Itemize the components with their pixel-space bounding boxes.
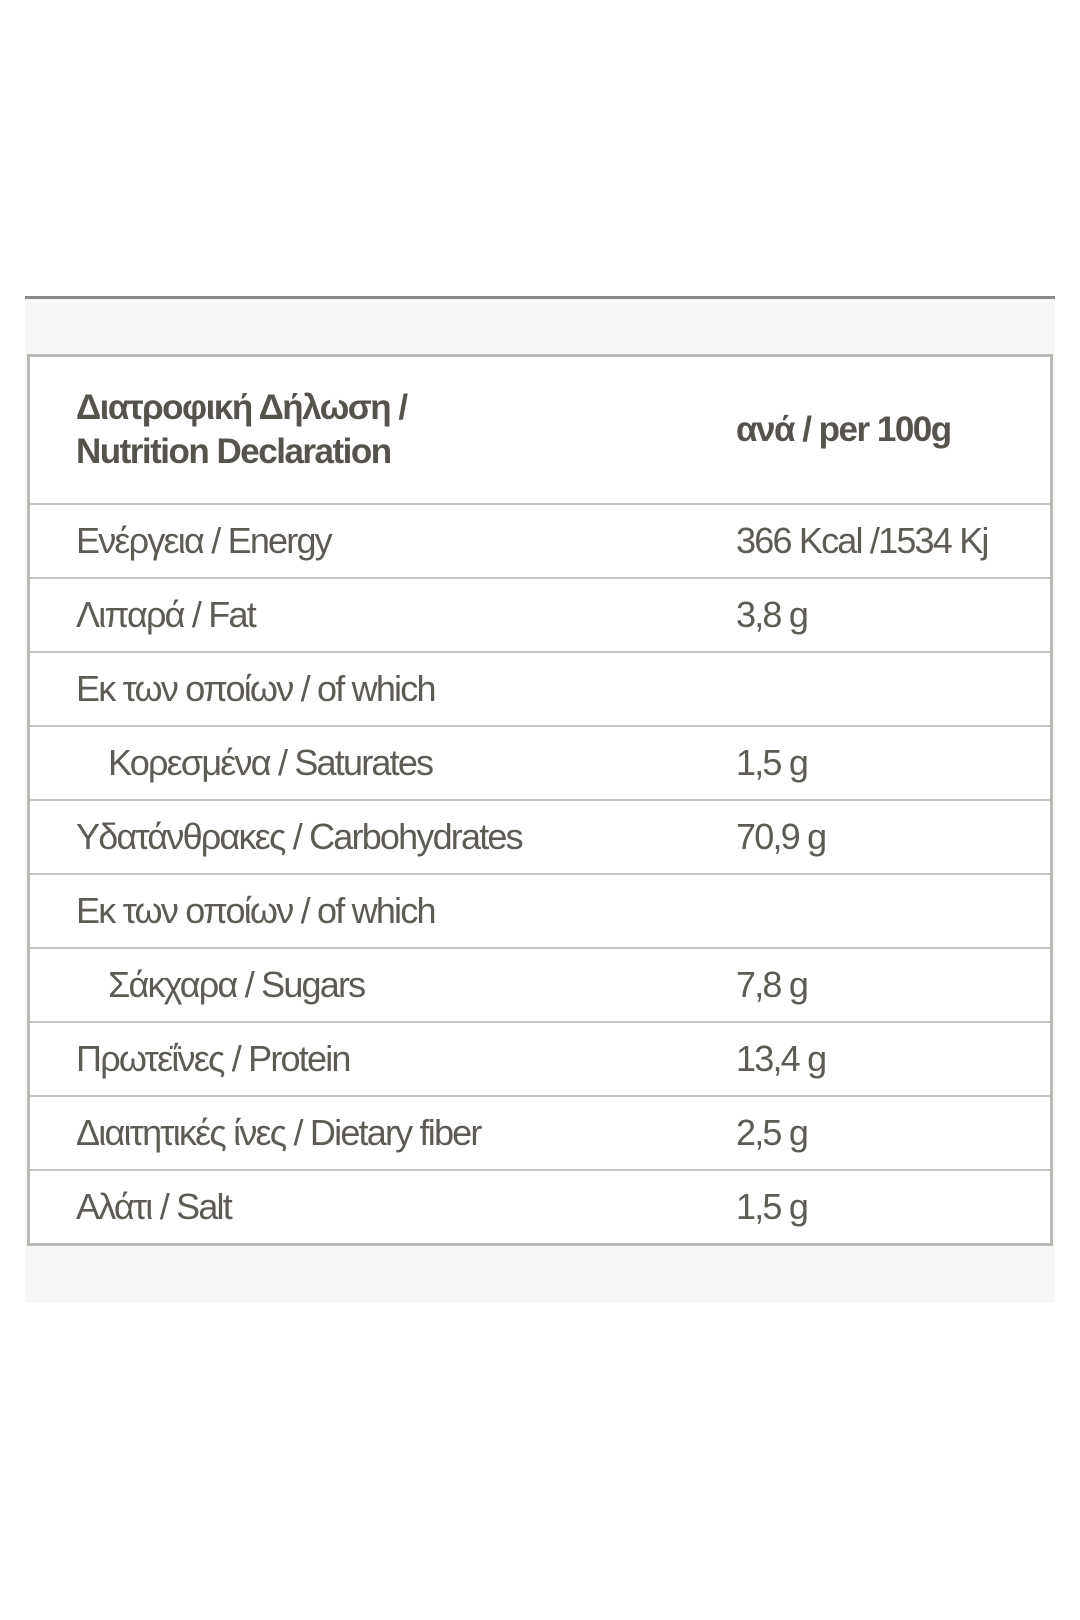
row-value-empty (736, 874, 1052, 949)
row-value: 2,5 g (736, 1096, 1052, 1171)
row-value: 3,8 g (736, 578, 1052, 653)
row-label: Διαιτητικές ίνες / Dietary fiber (28, 1096, 736, 1171)
row: Σάκχαρα / Sugars 7,8 g (28, 948, 1052, 1023)
row-value: 1,5 g (736, 726, 1052, 801)
row: Κορεσμένα / Saturates 1,5 g (28, 726, 1052, 801)
row-label: Εκ των οποίων / of which (28, 874, 736, 949)
nutrition-table: Διατροφική Δήλωση / Nutrition Declaratio… (27, 354, 1053, 1246)
row: Αλάτι / Salt 1,5 g (29, 1170, 1052, 1245)
row-value: 7,8 g (736, 948, 1052, 1023)
row: Διαιτητικές ίνες / Dietary fiber 2,5 g (28, 1096, 1052, 1171)
row-value-empty (736, 652, 1052, 727)
row: Πρωτεΐνες / Protein 13,4 g (28, 1022, 1052, 1097)
row-label: Πρωτεΐνες / Protein (28, 1022, 736, 1097)
row: Λιπαρά / Fat 3,8 g (28, 578, 1052, 653)
header-row: Διατροφική Δήλωση / Nutrition Declaratio… (28, 355, 1052, 505)
row-value: 70,9 g (736, 800, 1052, 875)
header-label: Διατροφική Δήλωση / Nutrition Declaratio… (28, 355, 736, 505)
row-value: 13,4 g (736, 1022, 1052, 1097)
row-label: Εκ των οποίων / of which (28, 652, 736, 727)
header-value: ανά / per 100g (736, 355, 1052, 505)
header-line: Διατροφική Δήλωση / (76, 388, 408, 427)
row-value: 366 Kcal /1534 Kj (736, 504, 1052, 579)
row-label: Υδατάνθρακες / Carbohydrates (28, 800, 736, 875)
table-body: Διατροφική Δήλωση / Nutrition Declaratio… (28, 355, 1052, 1245)
panel: Διατροφική Δήλωση / Nutrition Declaratio… (25, 296, 1055, 1303)
row-label: Ενέργεια / Energy (28, 504, 736, 579)
row-label: Σάκχαρα / Sugars (28, 948, 736, 1023)
row: Εκ των οποίων / of which (28, 652, 1052, 727)
row-label: Αλάτι / Salt (76, 1186, 233, 1227)
row-label: Λιπαρά / Fat (28, 578, 736, 653)
row: Εκ των οποίων / of which (28, 874, 1052, 949)
row: Υδατάνθρακες / Carbohydrates 70,9 g (28, 800, 1052, 875)
header-line: Nutrition Declaration (76, 432, 392, 471)
row: Ενέργεια / Energy 366 Kcal /1534 Kj (28, 504, 1052, 579)
row-label: Κορεσμένα / Saturates (28, 726, 736, 801)
row-value: 1,5 g (736, 1186, 809, 1227)
